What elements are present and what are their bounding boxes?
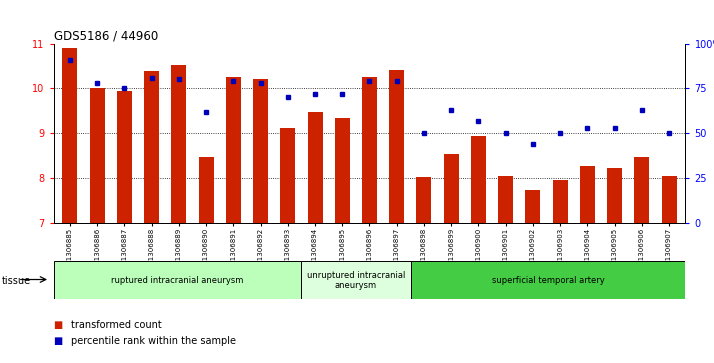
Bar: [607, 168, 622, 223]
Text: tissue: tissue: [2, 276, 31, 286]
Bar: [281, 128, 296, 223]
Bar: [389, 70, 404, 223]
Text: percentile rank within the sample: percentile rank within the sample: [71, 336, 236, 346]
Bar: [580, 166, 595, 223]
Bar: [526, 191, 540, 223]
Bar: [171, 65, 186, 223]
Bar: [634, 157, 649, 223]
Text: ■: ■: [54, 336, 63, 346]
Text: transformed count: transformed count: [71, 320, 162, 330]
Bar: [662, 176, 677, 223]
Bar: [117, 91, 132, 223]
Bar: [308, 112, 323, 223]
Bar: [253, 79, 268, 223]
Bar: [90, 89, 105, 223]
Text: GDS5186 / 44960: GDS5186 / 44960: [54, 29, 158, 42]
Text: ruptured intracranial aneurysm: ruptured intracranial aneurysm: [111, 276, 243, 285]
Bar: [54, 261, 301, 299]
Bar: [553, 180, 568, 223]
Bar: [471, 136, 486, 223]
Text: ■: ■: [54, 320, 63, 330]
Bar: [226, 77, 241, 223]
Bar: [443, 154, 458, 223]
Bar: [62, 48, 77, 223]
Bar: [416, 178, 431, 223]
Bar: [301, 261, 411, 299]
Bar: [498, 176, 513, 223]
Text: unruptured intracranial
aneurysm: unruptured intracranial aneurysm: [306, 271, 405, 290]
Bar: [335, 118, 350, 223]
Bar: [411, 261, 685, 299]
Bar: [144, 72, 159, 223]
Bar: [362, 77, 377, 223]
Bar: [198, 157, 213, 223]
Text: superficial temporal artery: superficial temporal artery: [492, 276, 605, 285]
